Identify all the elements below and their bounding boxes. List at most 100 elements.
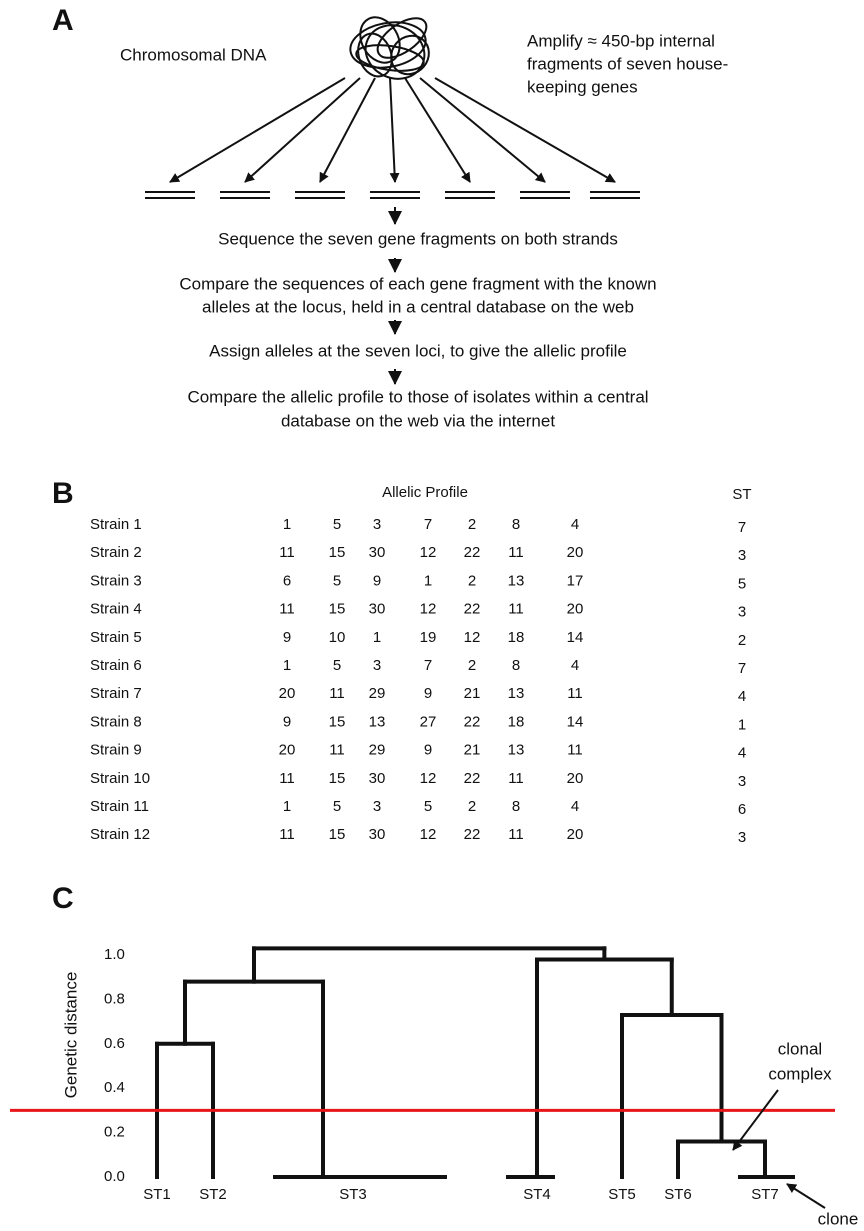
allele: 22 <box>464 544 481 561</box>
st-value: 2 <box>738 632 746 649</box>
allele: 11 <box>279 601 295 618</box>
allele: 13 <box>369 713 386 730</box>
allele: 29 <box>369 685 386 702</box>
strain-name: Strain 9 <box>90 742 142 759</box>
amplify-note: keeping genes <box>527 77 638 96</box>
dna-tangle <box>347 10 437 88</box>
allele: 8 <box>512 798 520 815</box>
allele: 11 <box>508 601 524 618</box>
allele: 1 <box>283 657 291 674</box>
allele: 30 <box>369 826 386 843</box>
allele: 7 <box>424 516 432 533</box>
st-value: 4 <box>738 688 746 705</box>
allele: 7 <box>424 657 432 674</box>
st-value: 6 <box>738 801 746 818</box>
st-value: 4 <box>738 745 746 762</box>
allele: 9 <box>424 685 432 702</box>
strain-name: Strain 2 <box>90 544 142 561</box>
table-header: ST <box>732 486 751 503</box>
annotation: clone <box>818 1209 859 1228</box>
allele: 21 <box>464 685 481 702</box>
allele: 3 <box>373 657 381 674</box>
allele: 1 <box>283 516 291 533</box>
allele: 15 <box>329 826 346 843</box>
allele: 9 <box>424 742 432 759</box>
allele: 13 <box>508 742 525 759</box>
allele: 20 <box>567 544 584 561</box>
st-value: 1 <box>738 716 746 733</box>
allele: 2 <box>468 657 476 674</box>
y-tick-label: 0.0 <box>104 1168 125 1185</box>
strain-name: Strain 1 <box>90 516 142 533</box>
figure: AChromosomal DNAAmplify ≈ 450-bp interna… <box>0 0 864 1231</box>
st-value: 3 <box>738 547 746 564</box>
amplify-note: fragments of seven house- <box>527 54 728 73</box>
y-tick-label: 1.0 <box>104 946 125 963</box>
panel-label: B <box>52 477 74 510</box>
allele: 20 <box>567 826 584 843</box>
arrow <box>390 78 395 182</box>
dna-label: Chromosomal DNA <box>120 45 267 64</box>
allele: 1 <box>373 629 381 646</box>
st-value: 7 <box>738 519 746 536</box>
allele: 22 <box>464 826 481 843</box>
allele: 11 <box>329 685 345 702</box>
allele: 20 <box>279 685 296 702</box>
allele: 14 <box>567 713 584 730</box>
allele: 12 <box>420 770 437 787</box>
allele: 3 <box>373 798 381 815</box>
amplify-note: Amplify ≈ 450-bp internal <box>527 31 715 50</box>
allele: 15 <box>329 713 346 730</box>
allele: 11 <box>279 544 295 561</box>
allele: 2 <box>468 572 476 589</box>
allele: 5 <box>333 798 341 815</box>
step-text: database on the web via the internet <box>281 411 555 430</box>
allele: 30 <box>369 544 386 561</box>
allele: 12 <box>420 601 437 618</box>
arrow <box>320 78 375 182</box>
strain-name: Strain 12 <box>90 826 150 843</box>
st-value: 3 <box>738 773 746 790</box>
allele: 5 <box>424 798 432 815</box>
allele: 11 <box>329 742 345 759</box>
allele: 5 <box>333 516 341 533</box>
arrow <box>245 78 360 182</box>
allele: 12 <box>464 629 481 646</box>
allele: 9 <box>283 629 291 646</box>
y-axis-label: Genetic distance <box>61 972 80 1099</box>
allele: 12 <box>420 826 437 843</box>
allele: 15 <box>329 601 346 618</box>
allele: 30 <box>369 601 386 618</box>
allele: 15 <box>329 544 346 561</box>
allele: 8 <box>512 657 520 674</box>
allele: 5 <box>333 572 341 589</box>
st-value: 3 <box>738 604 746 621</box>
allele: 13 <box>508 572 525 589</box>
step-text: Compare the sequences of each gene fragm… <box>179 274 656 293</box>
y-tick-label: 0.4 <box>104 1079 125 1096</box>
allele: 11 <box>567 685 583 702</box>
strain-name: Strain 8 <box>90 713 142 730</box>
allele: 4 <box>571 798 579 815</box>
allele: 1 <box>424 572 432 589</box>
allele: 20 <box>279 742 296 759</box>
step-text: alleles at the locus, held in a central … <box>202 297 634 316</box>
allele: 15 <box>329 770 346 787</box>
allele: 2 <box>468 516 476 533</box>
allele: 4 <box>571 657 579 674</box>
leaf-label: ST3 <box>339 1186 367 1203</box>
allele: 10 <box>329 629 346 646</box>
leaf-label: ST4 <box>523 1186 551 1203</box>
strain-name: Strain 3 <box>90 572 142 589</box>
table-header: Allelic Profile <box>382 484 468 501</box>
allele: 22 <box>464 770 481 787</box>
allele: 11 <box>279 826 295 843</box>
allele: 29 <box>369 742 386 759</box>
allele: 27 <box>420 713 437 730</box>
allele: 11 <box>508 770 524 787</box>
allele: 22 <box>464 601 481 618</box>
strain-name: Strain 10 <box>90 770 150 787</box>
strain-name: Strain 5 <box>90 629 142 646</box>
allele: 11 <box>508 826 524 843</box>
allele: 4 <box>571 516 579 533</box>
